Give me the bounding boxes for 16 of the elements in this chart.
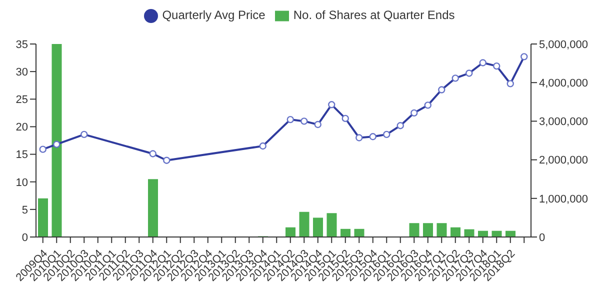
y-tick-label: 0 <box>22 232 28 244</box>
y2-tick-label: 5,000,000 <box>539 38 588 51</box>
legend-label: No. of Shares at Quarter Ends <box>293 8 455 22</box>
y2-tick-label: 4,000,000 <box>539 78 588 90</box>
y-tick-label: 30 <box>16 66 28 78</box>
y2-tick-label: 1,000,000 <box>539 193 588 206</box>
y-tick-label: 35 <box>16 38 28 51</box>
y-tick-label: 20 <box>16 122 28 134</box>
y-tick-label: 10 <box>16 176 28 189</box>
legend-label: Quarterly Avg Price <box>162 8 266 22</box>
y2-tick-label: 0 <box>539 232 546 244</box>
y-tick-label: 25 <box>16 94 28 106</box>
y-tick-label: 15 <box>16 149 28 162</box>
y2-tick-label: 3,000,000 <box>539 116 588 128</box>
y-tick-label: 5 <box>22 204 28 216</box>
y2-tick-label: 2,000,000 <box>539 154 588 167</box>
